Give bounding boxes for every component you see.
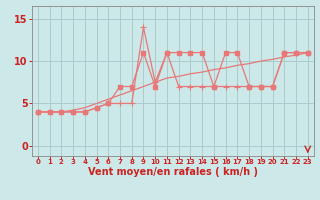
X-axis label: Vent moyen/en rafales ( km/h ): Vent moyen/en rafales ( km/h ) [88, 167, 258, 177]
